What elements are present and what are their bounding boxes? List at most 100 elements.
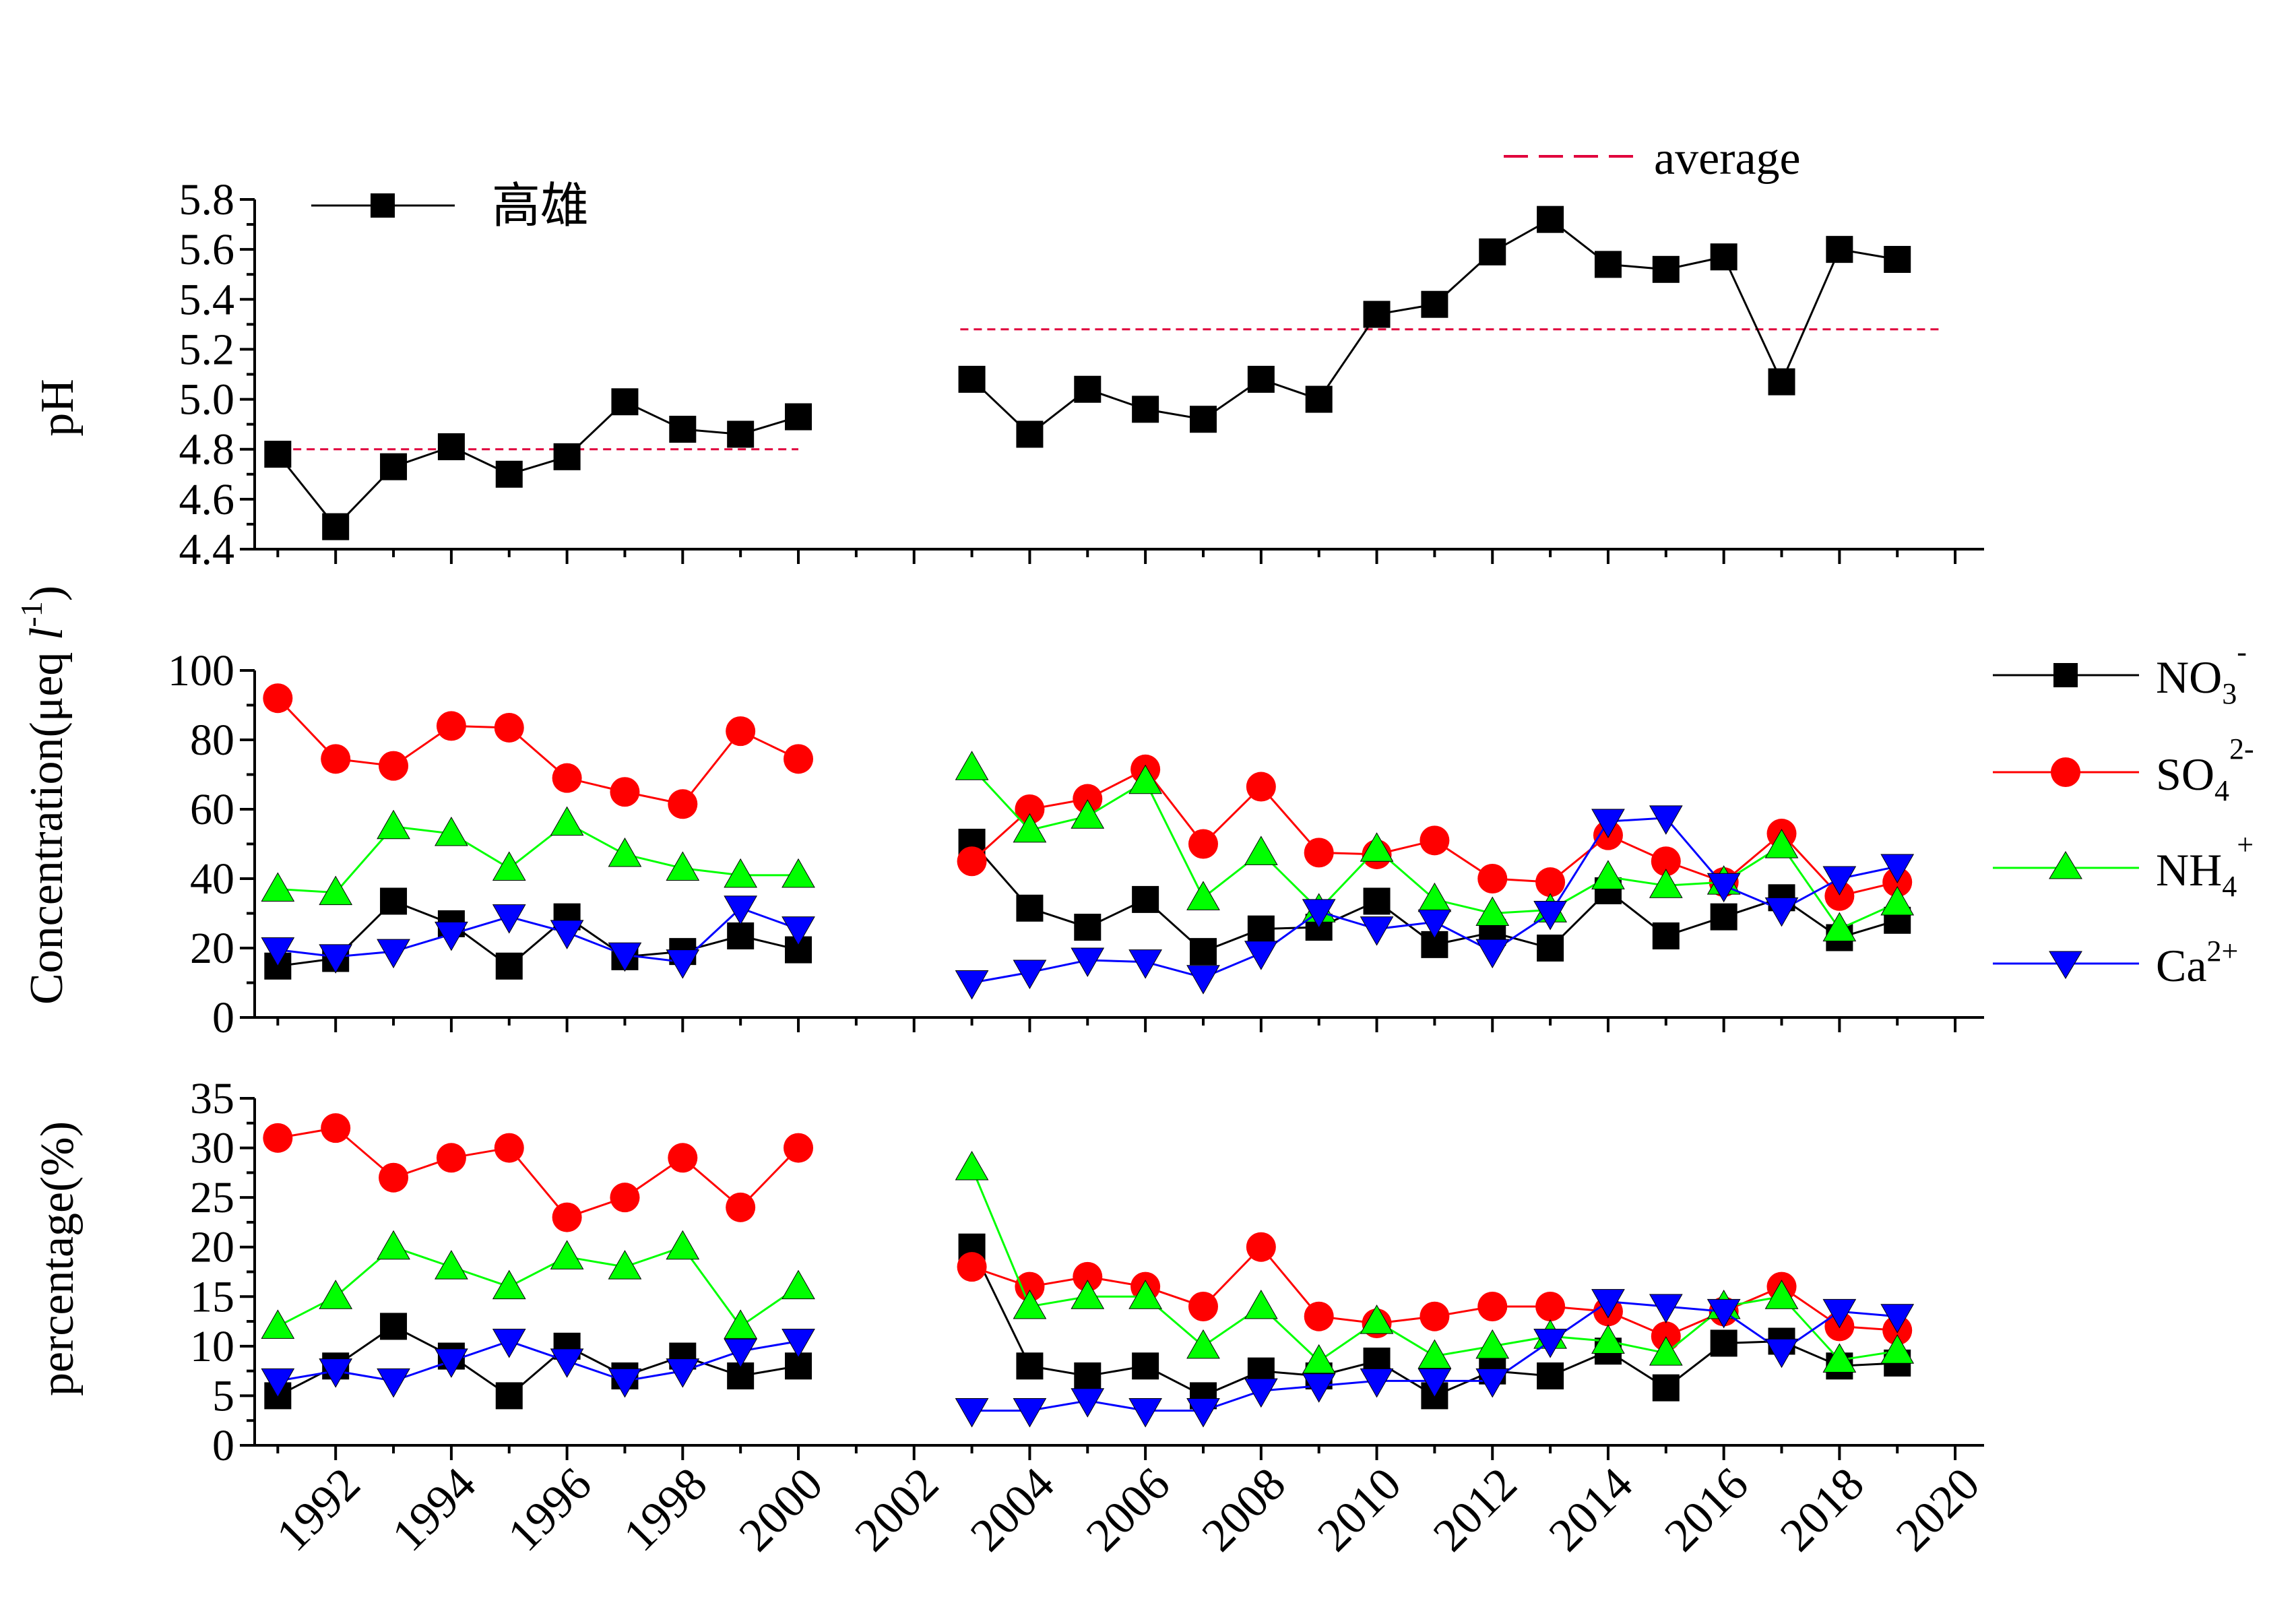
point-ca2 [1822,1298,1857,1329]
point-so42 [436,1143,466,1173]
point-nh4 [377,1230,410,1260]
point-nh4 [1302,1344,1336,1374]
point-ca2 [608,1368,642,1398]
point-ca2 [1822,866,1857,896]
point-so42 [263,683,293,714]
point-nh4 [1591,1324,1625,1354]
point-so42 [1188,1292,1218,1321]
point-nh4 [1880,1334,1915,1364]
legend-nh4-label: NH4+ [2156,828,2254,903]
point-so42 [726,716,756,747]
series-line- [277,400,799,528]
point-nh4 [1475,896,1510,926]
point- [958,365,986,393]
point-ca2 [955,970,989,1000]
point- [727,420,755,448]
y-tick-label: 5 [212,1371,234,1420]
legend-so4-label: SO42- [2156,732,2254,807]
y-tick-label: 0 [212,993,234,1042]
y-tick-label: 25 [190,1173,234,1222]
point-no3 [1537,935,1564,962]
point-ca2 [319,944,353,974]
x-tick-label: 1996 [498,1458,601,1561]
point-nh4 [1013,1289,1047,1319]
ph-legend-label: 高雄 [492,179,589,233]
point-nh4 [955,1150,989,1181]
point-no3 [1247,915,1275,943]
point-nh4 [319,875,353,906]
point-no3 [1016,894,1044,922]
point-ca2 [377,1368,410,1398]
point-nh4 [1244,836,1278,865]
point-ca2 [550,920,584,949]
point-ca2 [261,1368,295,1398]
y-tick-label: 5.6 [179,225,235,274]
point-nh4 [782,858,815,888]
point-nh4 [1071,1280,1105,1309]
point-so42 [1015,1271,1045,1302]
point-so42 [957,846,987,877]
point-so42 [610,777,640,807]
point-nh4 [666,1230,700,1260]
point-nh4 [492,1269,526,1300]
concentration-ylabel-unit: l [21,627,73,640]
ions-legend: NO3- SO42- NH4+ Ca2+ [1993,635,2254,991]
point-so42 [436,711,466,741]
point-nh4 [1360,1305,1394,1334]
series-line-so42 [278,1127,800,1219]
point-ca2 [1707,1298,1741,1329]
point-ca2 [1302,899,1336,929]
point-nh4 [1186,1329,1220,1359]
series-line-nh4 [278,821,799,894]
point-ca2 [666,1358,700,1388]
point-so42 [668,1143,698,1173]
point-ca2 [608,942,642,972]
point- [553,443,581,470]
point-nh4 [955,751,989,780]
y-tick-label: 5.0 [179,375,235,425]
legend-no3-marker [2053,663,2078,687]
point-ca2 [1533,901,1567,931]
series-line-nh4 [971,1167,1898,1362]
point-so42 [552,1202,582,1232]
point-nh4 [319,1280,353,1309]
point- [1363,301,1391,328]
legend-no3: NO3- [1993,635,2247,710]
point-ca2 [1302,1373,1336,1403]
point-so42 [379,1162,409,1193]
point-nh4 [1417,882,1452,912]
point-nh4 [1822,1343,1857,1373]
point-nh4 [1013,813,1047,843]
concentration-ylabel-text: Concentration(μeq l-1) [14,586,73,1005]
point-ca2 [1649,805,1683,835]
point-ca2 [1071,1388,1105,1418]
x-axis-tick-labels: 1992 1994 1996 1998 2000 2002 2004 2006 2008 2010… [267,1458,1989,1561]
point-nh4 [724,858,758,888]
point-no3 [1132,1352,1159,1380]
point-so42 [784,1133,814,1163]
point-so42 [1477,1292,1508,1321]
x-tick-label: 1994 [383,1458,486,1561]
point-ca2 [1707,873,1741,903]
point-ca2 [1591,809,1625,839]
concentration-panel: 0 20 40 60 80 100 [168,646,1984,1042]
point- [264,441,292,468]
point- [1421,290,1448,318]
point- [1710,243,1737,271]
point-ca2 [666,949,700,979]
series-line- [971,218,1898,436]
point-no3 [1189,938,1217,966]
legend-ca: Ca2+ [1993,935,2238,991]
point-no3 [1363,887,1391,915]
point-so42 [263,1123,293,1153]
point-nh4 [782,1269,815,1300]
point-ca2 [1244,1378,1278,1408]
point-ca2 [1071,947,1105,978]
concentration-ylabel-exp: -1 [14,601,49,627]
ph-legend-marker [371,193,395,218]
point- [1652,255,1680,283]
average-legend: average [1504,133,1801,185]
concentration-ylabel-close: ) [21,586,73,601]
y-tick-label: 0 [212,1421,234,1470]
point-ca2 [1533,1329,1567,1358]
